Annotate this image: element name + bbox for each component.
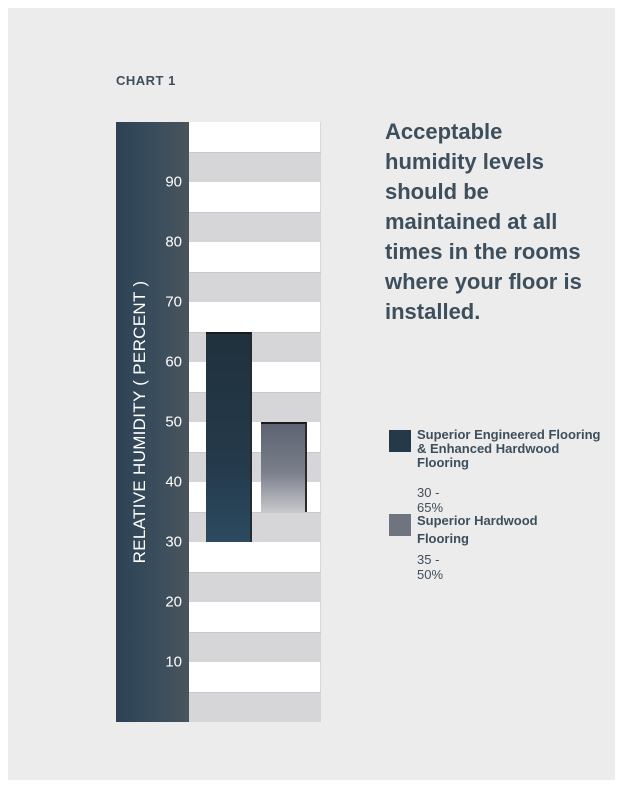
y-tick-label: 50 [165, 413, 182, 431]
grid-band [189, 692, 321, 722]
y-tick-label: 30 [165, 533, 182, 551]
grid-band [189, 632, 321, 662]
headline: Acceptable humidity levels should be mai… [385, 119, 582, 324]
grid-band [189, 572, 321, 602]
legend-range-hardwood: 35 - 50% [417, 552, 444, 582]
grid-band [189, 272, 321, 302]
y-axis-panel [116, 122, 189, 722]
legend-swatch-hardwood [389, 514, 411, 536]
legend-range-engineered: 30 - 65% [417, 485, 444, 515]
y-tick-label: 90 [165, 173, 182, 191]
grid-band [189, 212, 321, 242]
y-tick-label: 80 [165, 233, 182, 251]
chart-label: CHART 1 [116, 73, 176, 88]
y-tick-label: 40 [165, 473, 182, 491]
y-axis-title: RELATIVE HUMIDITY ( PERCENT ) [130, 280, 149, 564]
legend-label-hardwood: Superior Hardwood Flooring [417, 513, 538, 546]
y-tick-label: 60 [165, 353, 182, 371]
bar-engineered [206, 332, 252, 542]
y-tick-label: 70 [165, 293, 182, 311]
y-tick-label: 10 [165, 653, 182, 671]
legend-swatch-engineered [389, 430, 411, 452]
bar-hardwood [261, 422, 307, 512]
y-tick-label: 20 [165, 593, 182, 611]
grid-band [189, 152, 321, 182]
legend-label-engineered: Superior Engineered Flooring & Enhanced … [417, 427, 601, 470]
